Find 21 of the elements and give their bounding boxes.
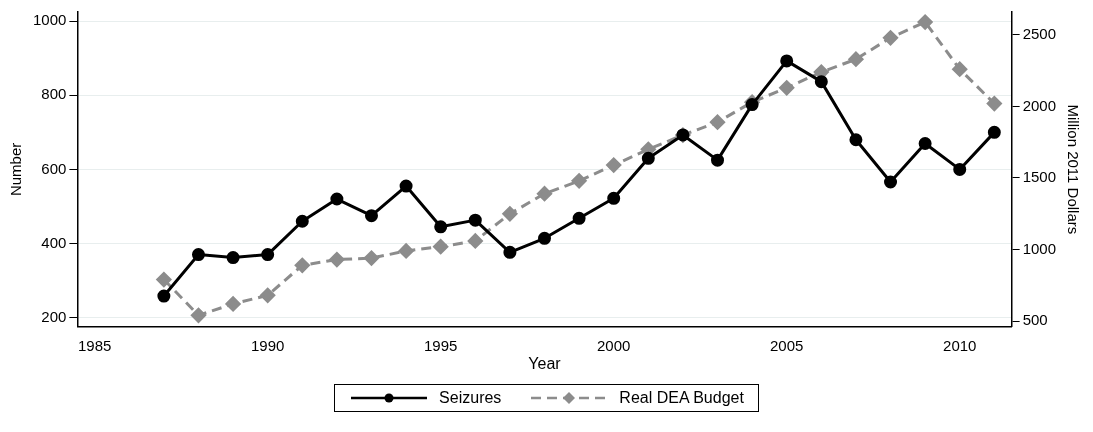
y2-axis-title: Million 2011 Dollars bbox=[1064, 104, 1082, 235]
y2-tick-label: 1500 bbox=[1022, 168, 1057, 186]
y-tick-label: 400 bbox=[41, 233, 67, 251]
x-tick-label: 1985 bbox=[77, 336, 112, 354]
x-tick-label: 2000 bbox=[597, 336, 631, 354]
y-tick-label: 1000 bbox=[32, 11, 67, 29]
legend-label: Seizures bbox=[439, 389, 502, 407]
y-axis-title: Number bbox=[7, 142, 25, 197]
x-tick-label: 2010 bbox=[943, 336, 977, 354]
y2-tick-label: 2000 bbox=[1022, 96, 1057, 114]
legend-label: Real DEA Budget bbox=[619, 389, 744, 407]
y-tick-label: 600 bbox=[41, 159, 67, 177]
y-tick-label: 800 bbox=[41, 85, 67, 103]
x-tick-label: 1990 bbox=[250, 336, 285, 354]
y2-tick-label: 1000 bbox=[1022, 239, 1057, 257]
x-tick-label: 1995 bbox=[424, 336, 458, 354]
x-axis-title: Year bbox=[528, 354, 562, 372]
y2-tick-label: 2500 bbox=[1022, 25, 1057, 43]
y-tick-label: 200 bbox=[41, 307, 67, 325]
y2-tick-label: 500 bbox=[1022, 311, 1048, 329]
x-tick-label: 2005 bbox=[770, 336, 804, 354]
